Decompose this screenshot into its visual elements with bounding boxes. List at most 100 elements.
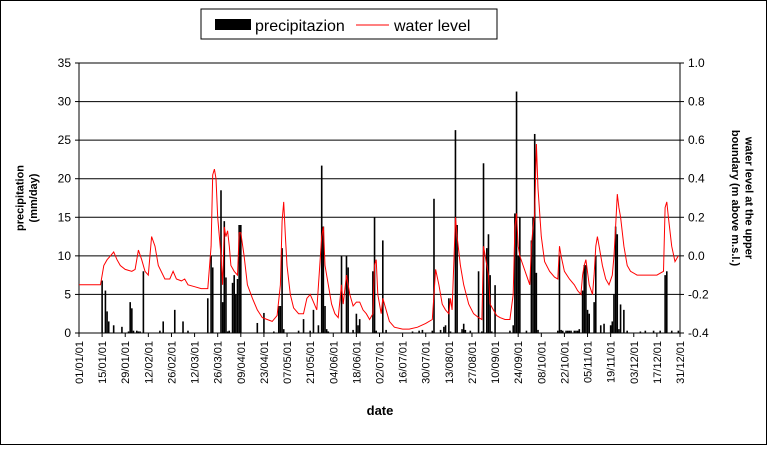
grid-lines [79,101,680,295]
left-tick-label: 15 [58,210,72,224]
precipitation-bar [664,275,666,333]
x-axis: 01/01/01 15/01/01 29/01/01 12/02/01 26/02/01… [74,333,687,384]
left-tick-label: 30 [58,95,72,109]
precipitation-bar [418,330,420,333]
precipitation-bar [665,271,668,333]
x-tick-label: 09/04/01 [236,341,248,384]
precipitation-bar [411,331,414,333]
x-tick-label: 12/02/01 [143,341,155,384]
precipitation-bar [515,91,518,334]
x-tick-label: 29/01/01 [120,341,132,384]
precipitation-bar [565,330,567,333]
x-tick-label: 17/12/01 [652,341,664,384]
precipitation-bar [659,330,661,333]
precipitation-bar [486,248,488,333]
legend-swatch-precipitation [215,19,251,30]
x-tick-label: 26/03/01 [213,341,225,384]
left-tick-label: 10 [58,249,72,263]
x-tick-label: 01/01/01 [74,341,86,384]
precipitation-bar [309,330,311,333]
precipitation-bar [206,298,209,333]
right-tick-label: 0.6 [688,133,705,147]
left-tick-label: 20 [58,172,72,186]
precipitation-bar [375,330,377,333]
legend-label-water-level: water level [393,18,470,35]
precipitation-bar [159,330,161,333]
precipitation-bar [490,331,493,333]
right-tick-label: 0.8 [688,95,705,109]
x-tick-label: 22/10/01 [559,341,571,384]
precipitation-bar [677,330,680,333]
precipitation-bar [355,313,358,333]
x-tick-label: 31/12/01 [675,341,687,384]
precipitation-bar [566,330,569,333]
precipitation-bar [576,330,579,333]
precipitation-bar [256,322,259,333]
precipitation-bar [121,326,123,333]
precipitation-bar [282,329,285,333]
precipitation-bar [173,309,176,333]
precipitation-bar [322,226,325,333]
precipitation-bar [586,309,589,333]
precipitation-bar [129,302,131,333]
precipitation-bar [481,331,483,333]
right-tick-label: 0.4 [688,172,705,186]
x-tick-label: 27/08/01 [467,341,479,384]
x-tick-label: 18/06/01 [351,341,363,384]
right-tick-label: -0.4 [688,326,709,340]
right-tick-label: -0.2 [688,287,709,301]
precipitation-bar [324,306,326,333]
precipitation-bar [614,226,617,333]
precipitation-bar [514,213,516,333]
precipitation-bar [525,330,528,333]
x-tick-label: 03/12/01 [629,341,641,384]
precipitation-bar [433,198,435,333]
precipitation-bar [623,309,625,333]
precipitation-bar [279,306,282,333]
right-tick-label: 1.0 [688,56,705,70]
right-tick-label: 0.2 [688,210,705,224]
precipitation-bar [231,282,234,333]
precipitation-bar [187,330,189,333]
precipitation-bar [297,330,300,333]
precipitation-bar [585,265,587,333]
precipitation-bar [112,325,115,333]
x-tick-label: 13/08/01 [444,341,456,384]
precipitation-bar [561,330,564,333]
x-tick-label: 07/05/01 [282,341,294,384]
precipitation-bar [358,319,361,333]
x-tick-label: 10/09/01 [490,341,502,384]
water-level-line [79,143,679,330]
precipitation-bar [211,267,214,333]
precipitation-bar [228,330,231,333]
precipitation-bar [619,304,622,333]
precipitation-bar [575,330,577,333]
precipitation-bar [639,331,642,333]
precipitation-bar [240,225,242,333]
precipitation-bar [277,306,280,333]
x-tick-label: 23/04/01 [259,341,271,384]
precipitation-bar [325,329,328,333]
precipitation-bar [535,272,538,333]
precipitation-bar [210,255,212,333]
precipitation-bar [233,275,236,333]
plot-area [78,62,681,334]
precipitation-bar [512,325,515,333]
precipitation-bar [139,331,141,333]
precipitation-bar [618,329,620,333]
precipitation-bar [317,325,320,333]
precipitation-bar [517,255,519,333]
left-tick-label: 25 [58,133,72,147]
x-tick-label: 30/07/01 [421,341,433,384]
precipitation-bar [532,217,534,333]
precipitation-bar [494,285,496,333]
precipitation-bar [421,329,424,333]
right-axis: -0.4 -0.2 0.0 0.2 0.4 0.6 0.8 1.0 [680,56,709,340]
left-tick-label: 35 [58,56,72,70]
right-axis-title: water level at the upperboundary (m abov… [729,130,754,267]
x-tick-label: 16/07/01 [398,341,410,384]
precipitation-bar [581,290,584,333]
precipitation-bar [281,248,283,333]
precipitation-bar [382,240,384,333]
